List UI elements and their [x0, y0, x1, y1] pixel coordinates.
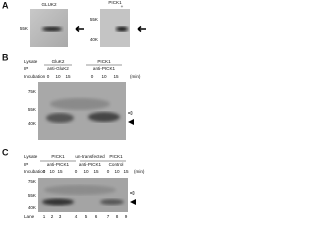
blot-title: PICK1: [108, 0, 122, 5]
row-cell: anti-GluK2: [47, 66, 69, 71]
row-cell: 10: [101, 74, 107, 79]
row-cell: 10: [114, 169, 120, 174]
row-cell: 15: [65, 74, 71, 79]
mw-marker: 75K: [28, 89, 37, 94]
row-cell: 10: [49, 169, 55, 174]
lane-number: 2: [51, 214, 54, 219]
row-cell: 0: [75, 169, 78, 174]
arrowhead-open: [129, 191, 135, 195]
row-cell: 0: [107, 169, 110, 174]
arrow: [137, 25, 146, 33]
row-cell: un-transfected: [75, 154, 105, 159]
band: [100, 199, 124, 205]
row-cell: PICK1: [51, 154, 65, 159]
mw-marker: 75K: [28, 179, 37, 184]
row-cell: 10: [55, 74, 61, 79]
lane-number: 7: [107, 214, 110, 219]
band: [116, 26, 128, 32]
lane-number: 1: [43, 214, 46, 219]
smear: [44, 185, 116, 195]
row-head: Incubation: [24, 169, 46, 174]
page: A GLUK2 55K PICK1 +55K 40K B Lysate GluK2 PICK1 IP…: [2, 0, 146, 220]
row-head: Lysate: [24, 154, 38, 159]
row-cell: 0: [43, 169, 46, 174]
panel-label: C: [2, 147, 9, 157]
lane-number: 6: [95, 214, 98, 219]
blot-title: GLUK2: [41, 2, 57, 7]
row-cell: anti-PICK1: [47, 162, 70, 167]
row-cell: 15: [123, 169, 129, 174]
mw-marker: 55K: [90, 17, 99, 22]
band: [42, 198, 74, 206]
mw-marker: 40K: [28, 121, 37, 126]
mw-marker: 40K: [28, 205, 37, 210]
lane-number: 3: [59, 214, 62, 219]
lane-head: Lane: [24, 214, 35, 219]
lane-number: 4: [75, 214, 78, 219]
arrow: [75, 25, 84, 33]
row-cell: PICK1: [109, 154, 123, 159]
mw-marker: 55K: [28, 193, 37, 198]
band: [42, 26, 62, 32]
row-head: IP: [24, 66, 28, 71]
mw-marker: 55K: [20, 26, 29, 31]
row-cell: 15: [93, 169, 99, 174]
band: [46, 113, 74, 123]
panel-label: A: [2, 0, 9, 10]
lane-number: 5: [85, 214, 88, 219]
unit: (min): [134, 169, 145, 174]
row-cell: 0: [91, 74, 94, 79]
arrowhead-open: [127, 111, 133, 115]
mw-marker: 55K: [28, 107, 37, 112]
row-cell: 10: [83, 169, 89, 174]
row-head: IP: [24, 162, 28, 167]
panel-label: B: [2, 52, 9, 62]
lane-number: 8: [116, 214, 119, 219]
band: [88, 112, 120, 122]
row-head: Incubation: [24, 74, 46, 79]
row-cell: anti-PICK1: [79, 162, 102, 167]
row-head: Lysate: [24, 59, 38, 64]
row-cell: GluK2: [52, 59, 65, 64]
blot: [38, 82, 126, 140]
row-cell: PICK1: [97, 59, 111, 64]
row-cell: 0: [47, 74, 50, 79]
smear: [50, 98, 110, 110]
arrowhead: [128, 119, 134, 125]
row-cell: anti-PICK1: [93, 66, 116, 71]
row-cell: 15: [113, 74, 119, 79]
lane-number: 9: [125, 214, 128, 219]
row-cell: Control: [109, 162, 124, 167]
unit: (min): [130, 74, 141, 79]
arrowhead: [130, 199, 136, 205]
mw-marker: 40K: [90, 37, 99, 42]
row-cell: 15: [57, 169, 63, 174]
blot: [38, 178, 128, 212]
lane-label: +: [121, 4, 124, 9]
